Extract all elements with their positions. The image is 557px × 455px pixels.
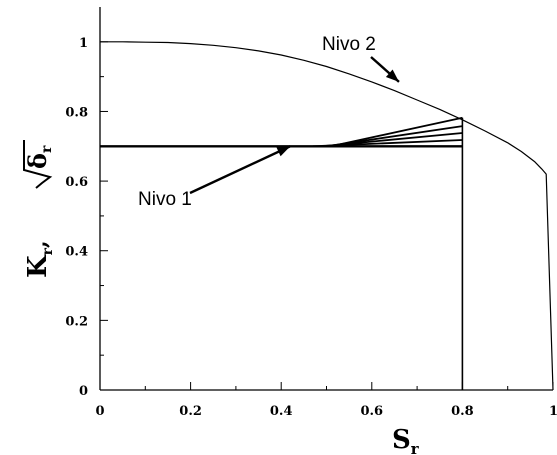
x-tick-label: 0.6 [360, 404, 383, 419]
tick-labels: 0 0.2 0.4 0.6 0.8 1 0 0.2 0.4 0.6 0.8 1 [65, 36, 557, 419]
x-tick-label: 0.4 [270, 404, 293, 419]
sqrt-sign [23, 140, 53, 189]
level-2-line [100, 41, 554, 391]
level-1-branch-line [330, 116, 463, 148]
x-tick-label: 0.8 [451, 404, 474, 419]
arrowhead-icon [276, 146, 291, 157]
series-lines [100, 41, 554, 391]
annotations: Nivo 2 Nivo 1 [138, 34, 400, 210]
svg-text:δr: δr [23, 145, 55, 169]
y-tick-label: 0.8 [65, 105, 88, 120]
x-tick-label: 1 [549, 404, 557, 419]
y-tick-label: 1 [79, 36, 88, 51]
y-tick-label: 0.2 [65, 314, 88, 329]
y-axis-title: Kr, δr [23, 140, 56, 278]
svg-text:Kr,: Kr, [23, 240, 56, 278]
y-tick-label: 0.4 [65, 245, 88, 260]
annotation-arrow-shaft [189, 145, 291, 195]
x-tick-label: 0.2 [179, 404, 202, 419]
y-tick-label: 0 [79, 384, 88, 399]
annotation-label: Nivo 1 [138, 189, 192, 210]
x-axis-title: Sr [392, 425, 420, 455]
x-tick-label: 0 [95, 404, 104, 419]
annotation-label: Nivo 2 [322, 34, 376, 55]
arrowhead-icon [385, 69, 399, 82]
y-tick-label: 0.6 [65, 175, 88, 190]
tick-marks [99, 41, 554, 391]
